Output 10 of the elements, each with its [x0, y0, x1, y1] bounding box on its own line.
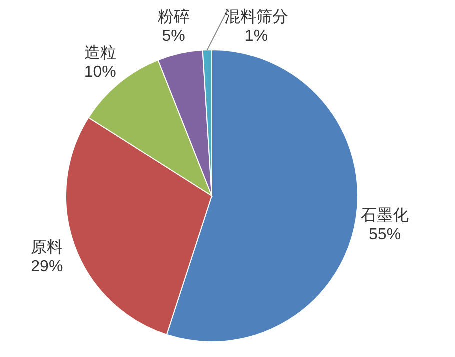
data-label: 1% [244, 28, 268, 45]
slice-label: 石墨化 [361, 207, 410, 224]
slice-label: 造粒 [84, 44, 116, 62]
slice-label: 混料筛分 [224, 8, 288, 26]
data-label: 55% [369, 226, 402, 244]
data-label: 10% [84, 64, 116, 82]
slice-label: 粉碎 [158, 8, 190, 26]
data-label: 5% [162, 28, 186, 46]
data-label: 29% [31, 258, 64, 276]
slice-label: 原料 [31, 238, 64, 256]
